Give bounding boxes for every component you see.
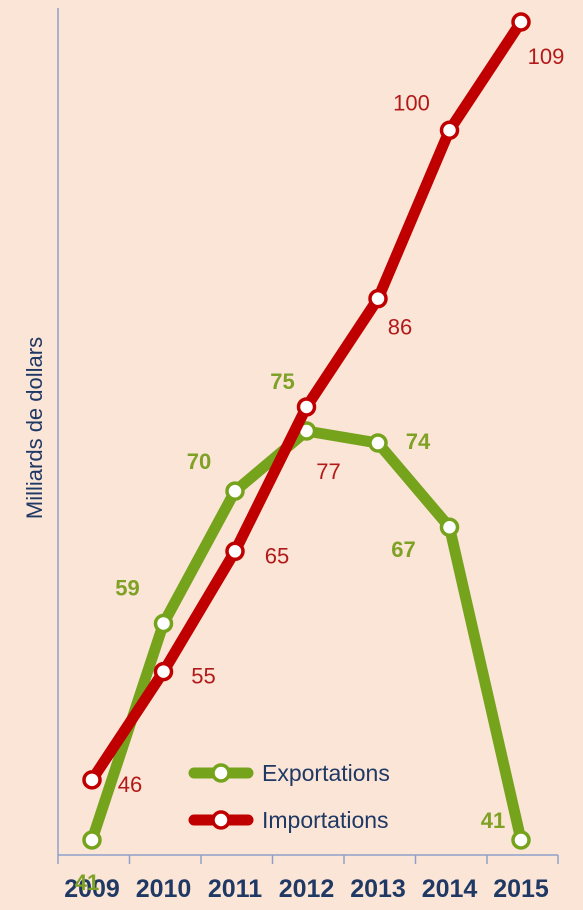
legend-marker <box>211 810 231 830</box>
axes <box>57 8 558 856</box>
x-tick-label: 2014 <box>422 875 478 903</box>
data-label: 55 <box>191 664 215 689</box>
series-lines <box>82 12 531 850</box>
data-point <box>82 770 102 790</box>
data-label: 70 <box>187 449 211 474</box>
data-label: 46 <box>118 772 142 797</box>
legend-label: Exportations <box>262 760 390 786</box>
data-point <box>225 541 245 562</box>
series-importations <box>82 12 531 790</box>
x-tick-label: 2012 <box>279 875 335 903</box>
x-tick-label: 2011 <box>208 875 262 903</box>
data-label: 59 <box>115 575 139 600</box>
data-label: 86 <box>388 315 412 340</box>
data-label: 74 <box>406 429 431 454</box>
y-axis-label: Milliards de dollars <box>22 337 47 519</box>
data-labels: 41 59 70 75 74 67 41 46 55 65 77 86 100 109 <box>75 44 565 895</box>
data-label: 100 <box>393 90 430 115</box>
data-label: 75 <box>270 369 294 394</box>
data-label: 67 <box>391 537 415 562</box>
data-point <box>225 481 245 501</box>
data-point <box>511 830 531 850</box>
data-point <box>439 517 460 537</box>
series-exportations <box>82 421 531 850</box>
data-point <box>439 120 460 141</box>
x-ticks <box>57 855 559 864</box>
x-tick-labels: 2009 2010 2011 2012 2013 2014 2015 <box>64 875 549 903</box>
data-point <box>368 433 388 453</box>
data-point <box>82 830 102 850</box>
data-point <box>511 12 531 32</box>
data-point <box>153 613 174 634</box>
data-label: 41 <box>481 808 505 833</box>
legend-marker <box>211 763 231 783</box>
x-tick-label: 2009 <box>64 875 120 903</box>
legend-label: Importations <box>262 807 389 833</box>
x-tick-label: 2013 <box>350 875 406 903</box>
data-label: 65 <box>265 543 289 568</box>
data-label: 109 <box>528 44 565 69</box>
data-point <box>368 288 388 309</box>
data-point <box>296 397 317 417</box>
data-label: 41 <box>75 870 99 895</box>
data-point <box>153 661 174 682</box>
x-tick-label: 2015 <box>493 875 549 903</box>
data-label: 77 <box>316 459 340 484</box>
x-tick-label: 2010 <box>136 875 192 903</box>
legend: Exportations Importations <box>188 760 390 833</box>
